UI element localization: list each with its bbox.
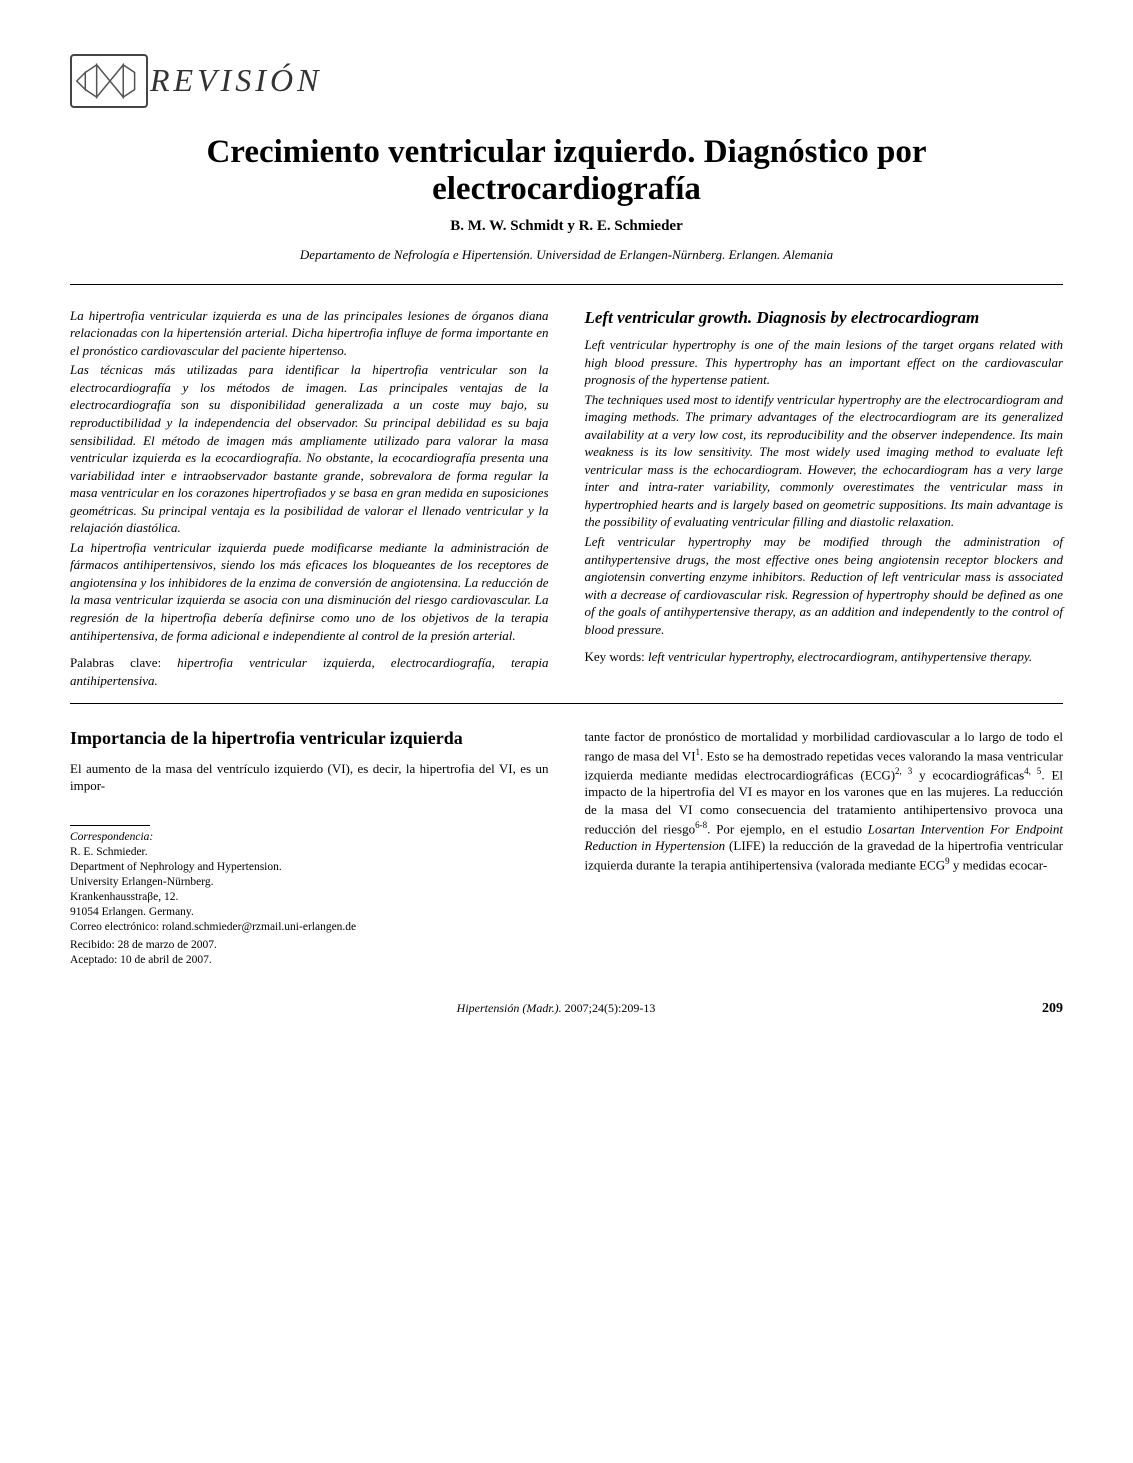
corr-l7: Aceptado: 10 de abril de 2007.	[70, 953, 549, 968]
revision-logo-icon	[70, 54, 148, 108]
abs-en-kw-prefix: Key words:	[585, 649, 649, 664]
abs-en-p2: The techniques used most to identify ven…	[585, 391, 1064, 531]
body-right-col: tante factor de pronóstico de mortalidad…	[585, 728, 1064, 968]
footer-issue: 2007;24(5):209-13	[565, 1001, 656, 1015]
body-columns: Importancia de la hipertrofia ventricula…	[70, 728, 1063, 968]
correspondence-block: Correspondencia: R. E. Schmieder. Depart…	[70, 825, 549, 968]
abs-es-p3: La hipertrofia ventricular izquierda pue…	[70, 539, 549, 644]
footer-center: Hipertensión (Madr.). 2007;24(5):209-13	[457, 1000, 656, 1016]
abs-es-p2: Las técnicas más utilizadas para identif…	[70, 361, 549, 536]
corr-name: R. E. Schmieder.	[70, 845, 549, 860]
body-left-p1: El aumento de la masa del ventrículo izq…	[70, 760, 549, 795]
abs-en-p3: Left ventricular hypertrophy may be modi…	[585, 533, 1064, 638]
footer-page: 209	[1042, 1000, 1063, 1019]
footer: Hipertensión (Madr.). 2007;24(5):209-13 …	[70, 1000, 1063, 1019]
article-title: Crecimiento ventricular izquierdo. Diagn…	[70, 134, 1063, 208]
corr-l2: University Erlangen-Nürnberg.	[70, 875, 549, 890]
corr-l6: Recibido: 28 de marzo de 2007.	[70, 938, 549, 953]
body-left-col: Importancia de la hipertrofia ventricula…	[70, 728, 549, 968]
abstract-en: Left ventricular growth. Diagnosis by el…	[585, 307, 1064, 689]
abs-en-heading: Left ventricular growth. Diagnosis by el…	[585, 307, 1064, 328]
revision-logo-text: REVISIÓN	[150, 59, 322, 102]
body-right-p1: tante factor de pronóstico de mortalidad…	[585, 728, 1064, 874]
corr-l1: Department of Nephrology and Hypertensio…	[70, 860, 549, 875]
corr-label: Correspondencia:	[70, 830, 549, 845]
abs-en-kw-terms: left ventricular hypertrophy, electrocar…	[648, 649, 1032, 664]
footer-journal: Hipertensión (Madr.).	[457, 1001, 565, 1015]
rule-bottom	[70, 703, 1063, 704]
abs-en-keywords: Key words: left ventricular hypertrophy,…	[585, 648, 1064, 666]
authors: B. M. W. Schmidt y R. E. Schmieder	[70, 216, 1063, 236]
abs-es-keywords: Palabras clave: hipertrofia ventricular …	[70, 654, 549, 689]
title-block: Crecimiento ventricular izquierdo. Diagn…	[70, 134, 1063, 208]
corr-l4: 91054 Erlangen. Germany.	[70, 905, 549, 920]
affiliation: Departamento de Nefrología e Hipertensió…	[70, 246, 1063, 264]
abs-es-p1: La hipertrofia ventricular izquierda es …	[70, 307, 549, 360]
abs-en-p1: Left ventricular hypertrophy is one of t…	[585, 336, 1064, 389]
header-logo-row: REVISIÓN	[70, 54, 1063, 108]
abs-es-kw-prefix: Palabras clave:	[70, 655, 177, 670]
abstract-es: La hipertrofia ventricular izquierda es …	[70, 307, 549, 689]
corr-rule	[70, 825, 150, 826]
rule-top	[70, 284, 1063, 285]
corr-l3: Krankenhausstraβe, 12.	[70, 890, 549, 905]
abstract-columns: La hipertrofia ventricular izquierda es …	[70, 307, 1063, 689]
corr-l5: Correo electrónico: roland.schmieder@rzm…	[70, 920, 549, 935]
revision-logo: REVISIÓN	[70, 54, 322, 108]
section-heading: Importancia de la hipertrofia ventricula…	[70, 728, 549, 750]
